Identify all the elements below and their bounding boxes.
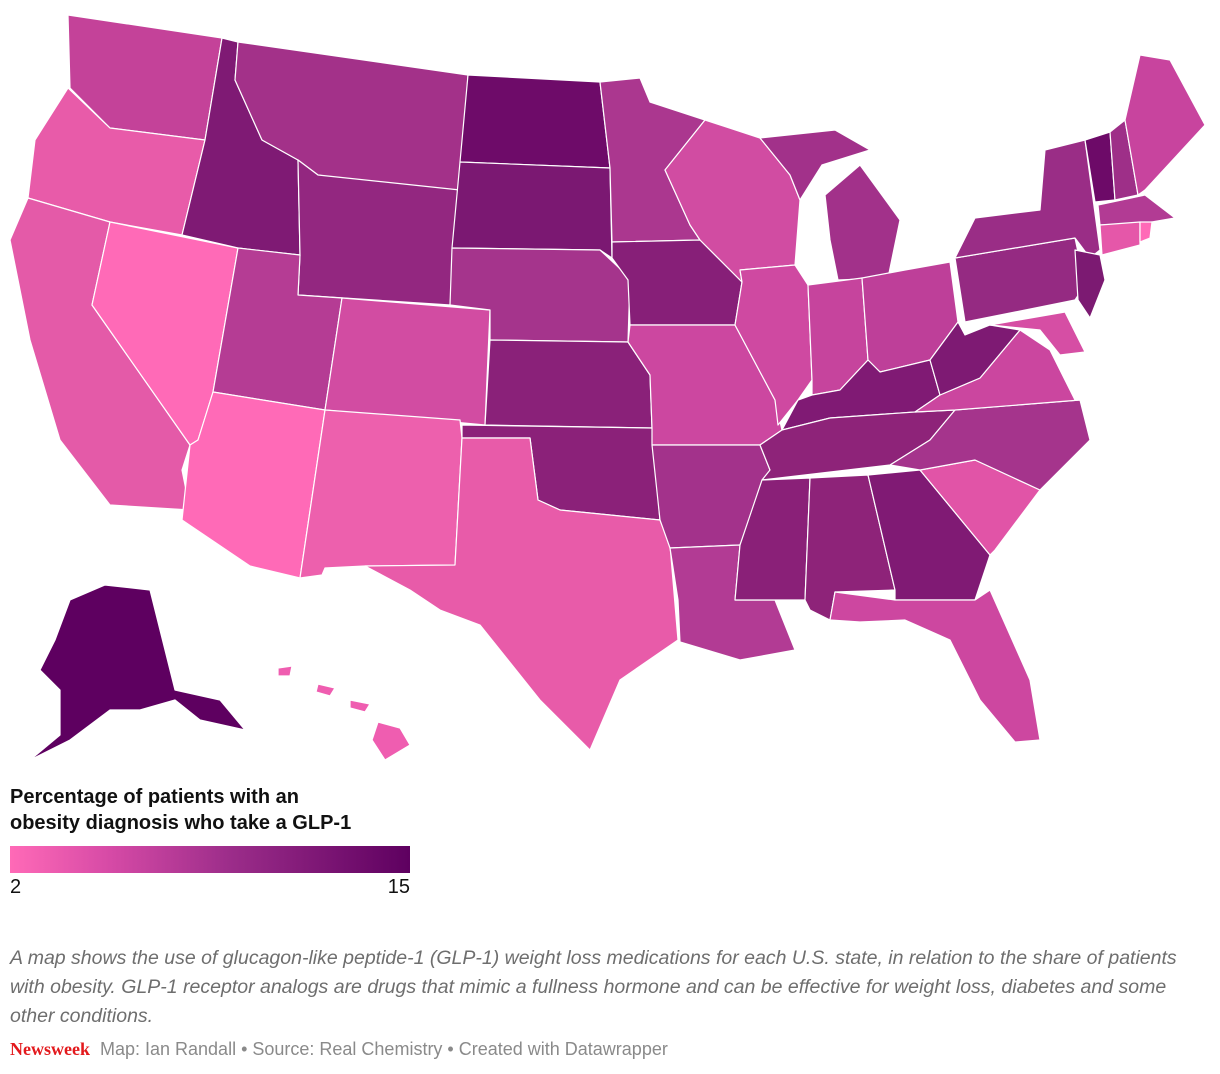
state-oregon[interactable] bbox=[27, 87, 206, 236]
legend-title-line1: Percentage of patients with an bbox=[10, 786, 299, 808]
newsweek-logo[interactable]: Newsweek bbox=[10, 1039, 90, 1059]
state-north-dakota[interactable] bbox=[459, 74, 611, 169]
legend-color-scale bbox=[10, 846, 410, 873]
state-new-york[interactable] bbox=[954, 139, 1101, 259]
state-maine[interactable] bbox=[1124, 54, 1206, 196]
footer: Newsweek Map: Ian Randall • Source: Real … bbox=[10, 1039, 668, 1060]
state-alaska[interactable] bbox=[29, 584, 246, 761]
state-rhode-island[interactable] bbox=[1139, 221, 1153, 243]
state-connecticut[interactable] bbox=[1099, 221, 1141, 256]
state-massachusetts[interactable] bbox=[1097, 194, 1176, 226]
state-hawaii[interactable] bbox=[277, 665, 411, 761]
state-new-jersey[interactable] bbox=[1074, 249, 1106, 319]
us-choropleth-map bbox=[9, 14, 1206, 761]
legend-max-label: 15 bbox=[387, 876, 410, 898]
legend-min-label: 2 bbox=[10, 876, 22, 898]
state-florida[interactable] bbox=[829, 589, 1041, 743]
state-north-carolina[interactable] bbox=[889, 399, 1091, 491]
state-maryland[interactable] bbox=[989, 311, 1086, 356]
legend-title: Percentage of patients with an obesity d… bbox=[10, 784, 430, 836]
state-new-mexico[interactable] bbox=[299, 409, 463, 579]
state-kansas[interactable] bbox=[484, 339, 653, 429]
state-illinois[interactable] bbox=[734, 264, 813, 426]
state-west-virginia[interactable] bbox=[929, 321, 1021, 396]
map-description: A map shows the use of glucagon-like pep… bbox=[10, 947, 1177, 1027]
footer-credits: Map: Ian Randall • Source: Real Chemistr… bbox=[99, 1039, 668, 1059]
state-colorado[interactable] bbox=[324, 297, 491, 426]
state-south-dakota[interactable] bbox=[451, 161, 613, 259]
legend-title-line2: obesity diagnosis who take a GLP-1 bbox=[10, 812, 352, 834]
state-texas[interactable] bbox=[364, 437, 679, 751]
